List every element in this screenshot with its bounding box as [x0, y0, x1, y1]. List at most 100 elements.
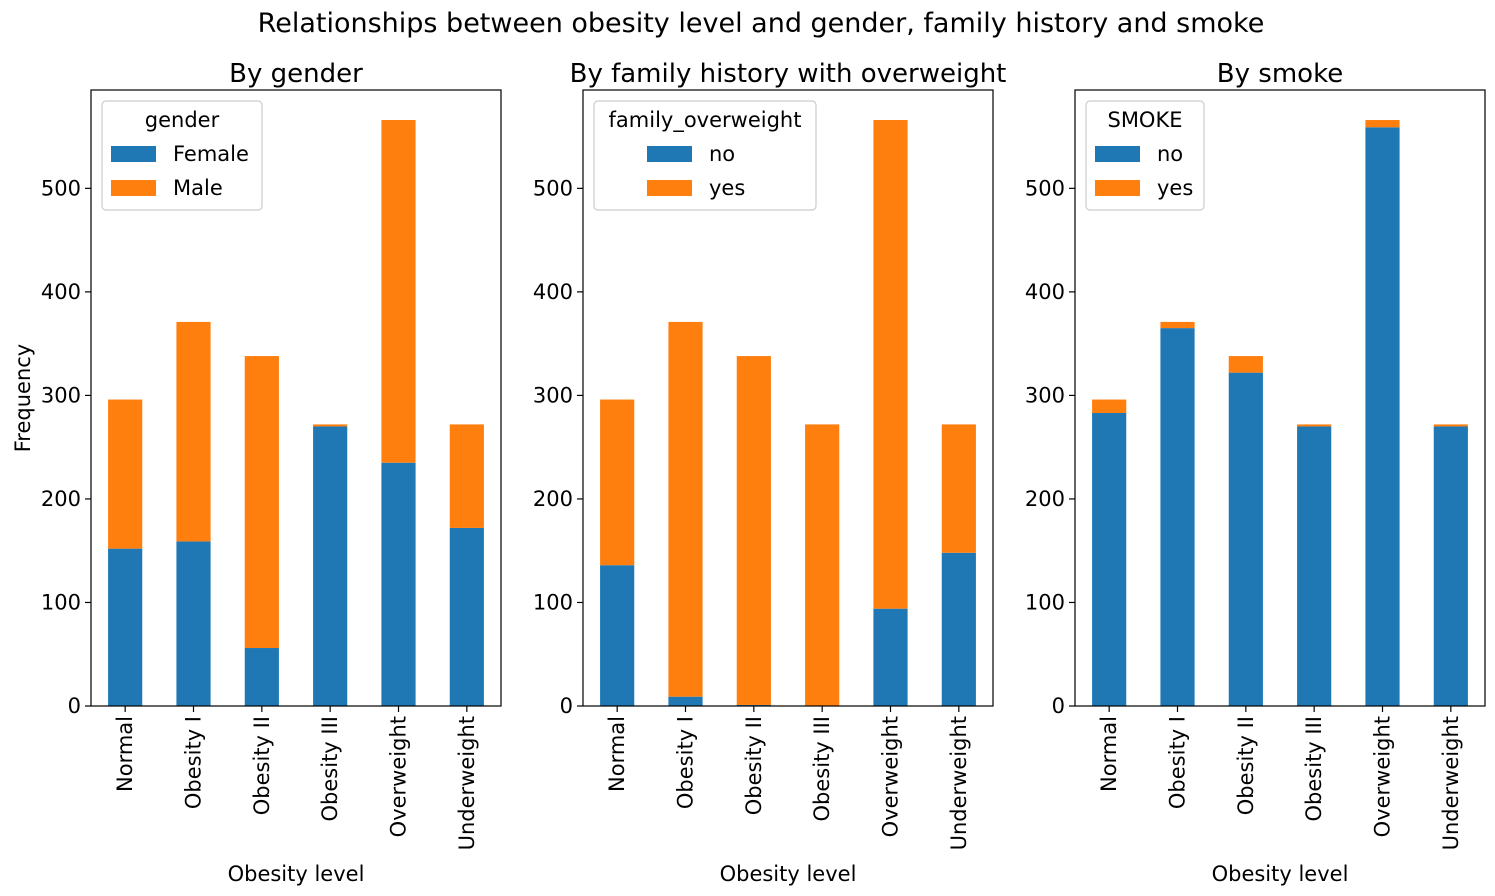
bar-overweight-no [873, 608, 908, 706]
legend-label: yes [709, 176, 745, 200]
x-tick-label: Obesity II [250, 716, 274, 815]
x-axis-label: Obesity level [1212, 862, 1349, 886]
y-tick-label: 500 [1025, 176, 1065, 200]
subplot-2: Normal Obesity I Obesity II Obesity III Over… [533, 59, 1006, 886]
y-axis-label: Frequency [11, 344, 35, 453]
x-tick-label: Underweight [947, 716, 971, 850]
x-tick-label: Underweight [1439, 716, 1463, 850]
bar-overweight-no [1365, 127, 1400, 706]
bar-overweight-male [381, 120, 416, 463]
x-tick-label: Obesity III [1302, 716, 1326, 821]
bar-normal-no [1092, 413, 1127, 706]
y-tick-label: 0 [560, 694, 573, 718]
bar-underweight-female [449, 527, 484, 706]
bar-obesity-iii-female [313, 426, 348, 706]
bar-obesity-ii-female [244, 648, 279, 706]
bar-normal-yes [1092, 399, 1127, 414]
bar-underweight-yes [941, 424, 976, 553]
bar-normal-no [600, 565, 635, 706]
bar-overweight-female [381, 462, 416, 706]
subplot-title: By family history with overweight [570, 59, 1007, 89]
bar-normal-female [108, 548, 143, 706]
legend-swatch [111, 146, 156, 162]
bar-obesity-i-female [176, 541, 211, 706]
x-tick-label: Obesity II [742, 716, 766, 815]
bar-obesity-iii-yes [805, 424, 840, 706]
bar-normal-yes [600, 399, 635, 566]
figure-title: Relationships between obesity level and … [258, 8, 1265, 39]
y-tick-label: 400 [533, 280, 573, 304]
x-tick-label: Normal [605, 716, 629, 792]
bar-obesity-i-yes [668, 321, 703, 697]
axes-frame [1074, 89, 1486, 707]
x-tick-label: Obesity I [674, 716, 698, 809]
subplot-3: Normal Obesity I Obesity II Obesity III Over… [1025, 59, 1486, 886]
subplot-1: Normal Obesity I Obesity II Obesity III Over… [11, 59, 502, 886]
legend-swatch [647, 180, 692, 196]
bar-underweight-yes [1433, 424, 1468, 427]
x-tick-label: Obesity III [810, 716, 834, 821]
legend-title: family_overweight [609, 108, 802, 133]
legend-swatch [1095, 180, 1140, 196]
legend-label: Male [173, 176, 223, 200]
bar-obesity-iii-no [1297, 426, 1332, 706]
bar-underweight-no [1433, 426, 1468, 706]
bar-overweight-yes [873, 120, 908, 609]
bar-obesity-ii-no [1228, 372, 1263, 706]
bar-obesity-i-no [1160, 328, 1195, 706]
y-tick-label: 200 [1025, 487, 1065, 511]
y-tick-label: 200 [533, 487, 573, 511]
y-tick-label: 300 [41, 383, 81, 407]
y-tick-label: 0 [1052, 694, 1065, 718]
legend-swatch [647, 146, 692, 162]
legend-swatch [111, 180, 156, 196]
bar-obesity-ii-male [244, 356, 279, 649]
x-tick-label: Overweight [387, 716, 411, 837]
x-axis-label: Obesity level [720, 862, 857, 886]
y-tick-label: 500 [41, 176, 81, 200]
x-tick-label: Overweight [879, 716, 903, 837]
x-tick-label: Obesity I [1166, 716, 1190, 809]
bar-obesity-ii-yes [736, 356, 771, 705]
subplot-title: By gender [229, 59, 363, 89]
legend-title: gender [145, 108, 220, 132]
subplot-title: By smoke [1217, 59, 1343, 89]
x-tick-label: Obesity III [318, 716, 342, 821]
y-tick-label: 400 [41, 280, 81, 304]
y-tick-label: 100 [41, 590, 81, 614]
y-tick-label: 0 [68, 694, 81, 718]
y-tick-label: 100 [1025, 590, 1065, 614]
legend-label: Female [173, 142, 249, 166]
x-tick-label: Underweight [455, 716, 479, 850]
x-tick-label: Normal [113, 716, 137, 792]
legend-label: yes [1157, 176, 1193, 200]
y-tick-label: 200 [41, 487, 81, 511]
legend-label: no [709, 142, 735, 166]
bar-obesity-i-male [176, 321, 211, 542]
x-tick-label: Overweight [1371, 716, 1395, 837]
x-tick-label: Obesity I [182, 716, 206, 809]
y-tick-label: 500 [533, 176, 573, 200]
bar-underweight-no [941, 552, 976, 706]
bar-overweight-yes [1365, 120, 1400, 128]
x-tick-label: Normal [1097, 716, 1121, 792]
y-tick-label: 400 [1025, 280, 1065, 304]
y-tick-label: 100 [533, 590, 573, 614]
legend: gender Female Male [101, 100, 263, 211]
axes-frame [582, 89, 994, 707]
legend-label: no [1157, 142, 1183, 166]
x-tick-label: Obesity II [1234, 716, 1258, 815]
bar-normal-male [108, 399, 143, 549]
bar-obesity-iii-yes [1297, 424, 1332, 427]
axes-frame [90, 89, 502, 707]
y-tick-label: 300 [533, 383, 573, 407]
bar-obesity-ii-yes [1228, 356, 1263, 373]
bar-obesity-iii-male [313, 424, 348, 427]
x-axis-label: Obesity level [228, 862, 365, 886]
y-tick-label: 300 [1025, 383, 1065, 407]
bar-obesity-i-yes [1160, 321, 1195, 329]
legend-swatch [1095, 146, 1140, 162]
bar-obesity-i-no [668, 696, 703, 706]
